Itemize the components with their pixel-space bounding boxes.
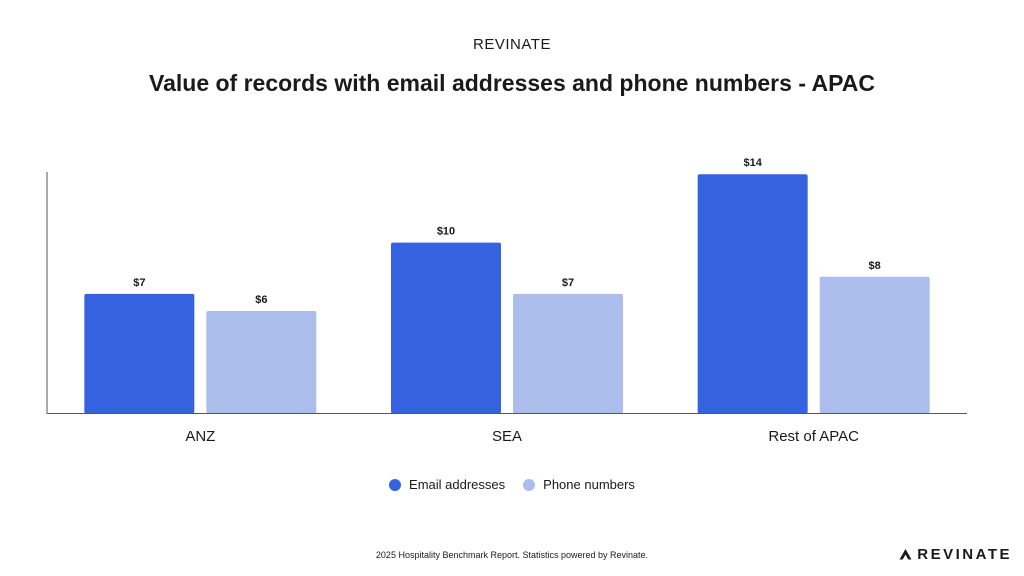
bar-sea-1 (513, 293, 623, 414)
data-label: $14 (743, 157, 762, 169)
bar-rest-of-apac-0 (697, 174, 808, 414)
bar-sea-0 (391, 242, 501, 414)
footer-note: 2025 Hospitality Benchmark Report. Stati… (375, 550, 649, 560)
legend: Email addresses Phone numbers (0, 477, 1024, 492)
chart-title: Value of records with email addresses an… (149, 70, 875, 96)
data-label: $7 (133, 277, 145, 289)
legend-swatch-email (389, 478, 402, 491)
revinate-chevron-icon (899, 548, 912, 561)
x-tick-label: ANZ (185, 428, 215, 445)
footer-logo-text: REVINATE (917, 546, 1012, 563)
bar-anz-0 (84, 293, 195, 414)
brand-header: REVINATE (473, 36, 551, 53)
bar-rest-of-apac-1 (819, 276, 930, 414)
x-tick-label: SEA (492, 428, 522, 445)
legend-label-email: Email addresses (409, 477, 506, 492)
data-label: $8 (869, 260, 881, 272)
legend-item-phone: Phone numbers (523, 477, 635, 492)
legend-swatch-phone (523, 478, 536, 491)
x-tick-label: Rest of APAC (768, 428, 859, 445)
footer-logo: REVINATE (899, 546, 1012, 563)
data-label: $7 (562, 277, 574, 289)
bar-anz-1 (206, 310, 317, 414)
data-label: $6 (255, 294, 267, 306)
data-label: $10 (437, 226, 455, 238)
legend-item-email: Email addresses (389, 477, 505, 492)
legend-label-phone: Phone numbers (543, 477, 635, 492)
